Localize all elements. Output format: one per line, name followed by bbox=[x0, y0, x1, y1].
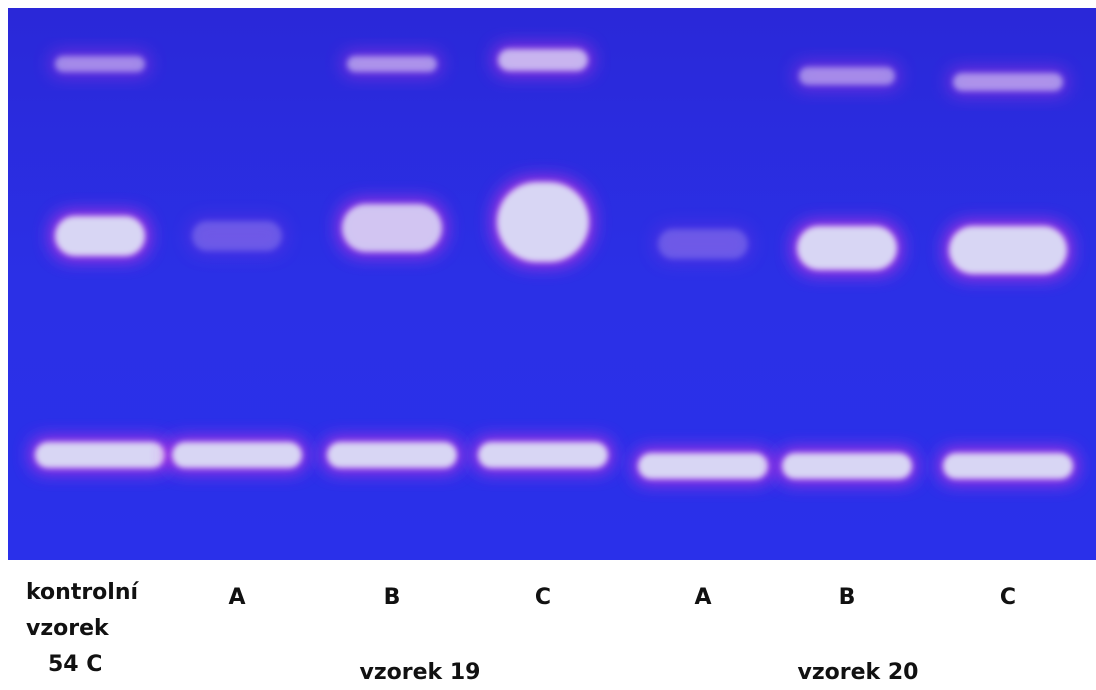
gel-band bbox=[192, 221, 282, 251]
label: 54 C bbox=[48, 652, 103, 677]
label: A bbox=[694, 585, 712, 610]
gel-band bbox=[799, 67, 895, 85]
gel-band bbox=[55, 216, 145, 256]
gel-band bbox=[949, 226, 1067, 274]
gel-image bbox=[8, 8, 1096, 560]
gel-band bbox=[498, 49, 588, 71]
gel-band bbox=[35, 442, 165, 468]
gel-band bbox=[797, 226, 897, 270]
gel-band bbox=[638, 453, 768, 479]
label: B bbox=[383, 585, 401, 610]
label: vzorek 19 bbox=[359, 660, 481, 685]
label: A bbox=[228, 585, 246, 610]
label: vzorek 20 bbox=[797, 660, 919, 685]
gel-band bbox=[497, 182, 589, 262]
gel-band bbox=[478, 442, 608, 468]
label: kontrolní bbox=[26, 580, 139, 605]
gel-background bbox=[8, 8, 1096, 560]
gel-band bbox=[943, 453, 1073, 479]
gel-band bbox=[55, 56, 145, 72]
gel-band bbox=[953, 73, 1063, 91]
label: C bbox=[534, 585, 552, 610]
gel-band bbox=[347, 56, 437, 72]
gel-band bbox=[327, 442, 457, 468]
label: B bbox=[838, 585, 856, 610]
label: C bbox=[999, 585, 1017, 610]
label: vzorek bbox=[26, 616, 109, 641]
gel-band bbox=[342, 204, 442, 252]
gel-band bbox=[658, 229, 748, 259]
gel-band bbox=[782, 453, 912, 479]
gel-band bbox=[172, 442, 302, 468]
